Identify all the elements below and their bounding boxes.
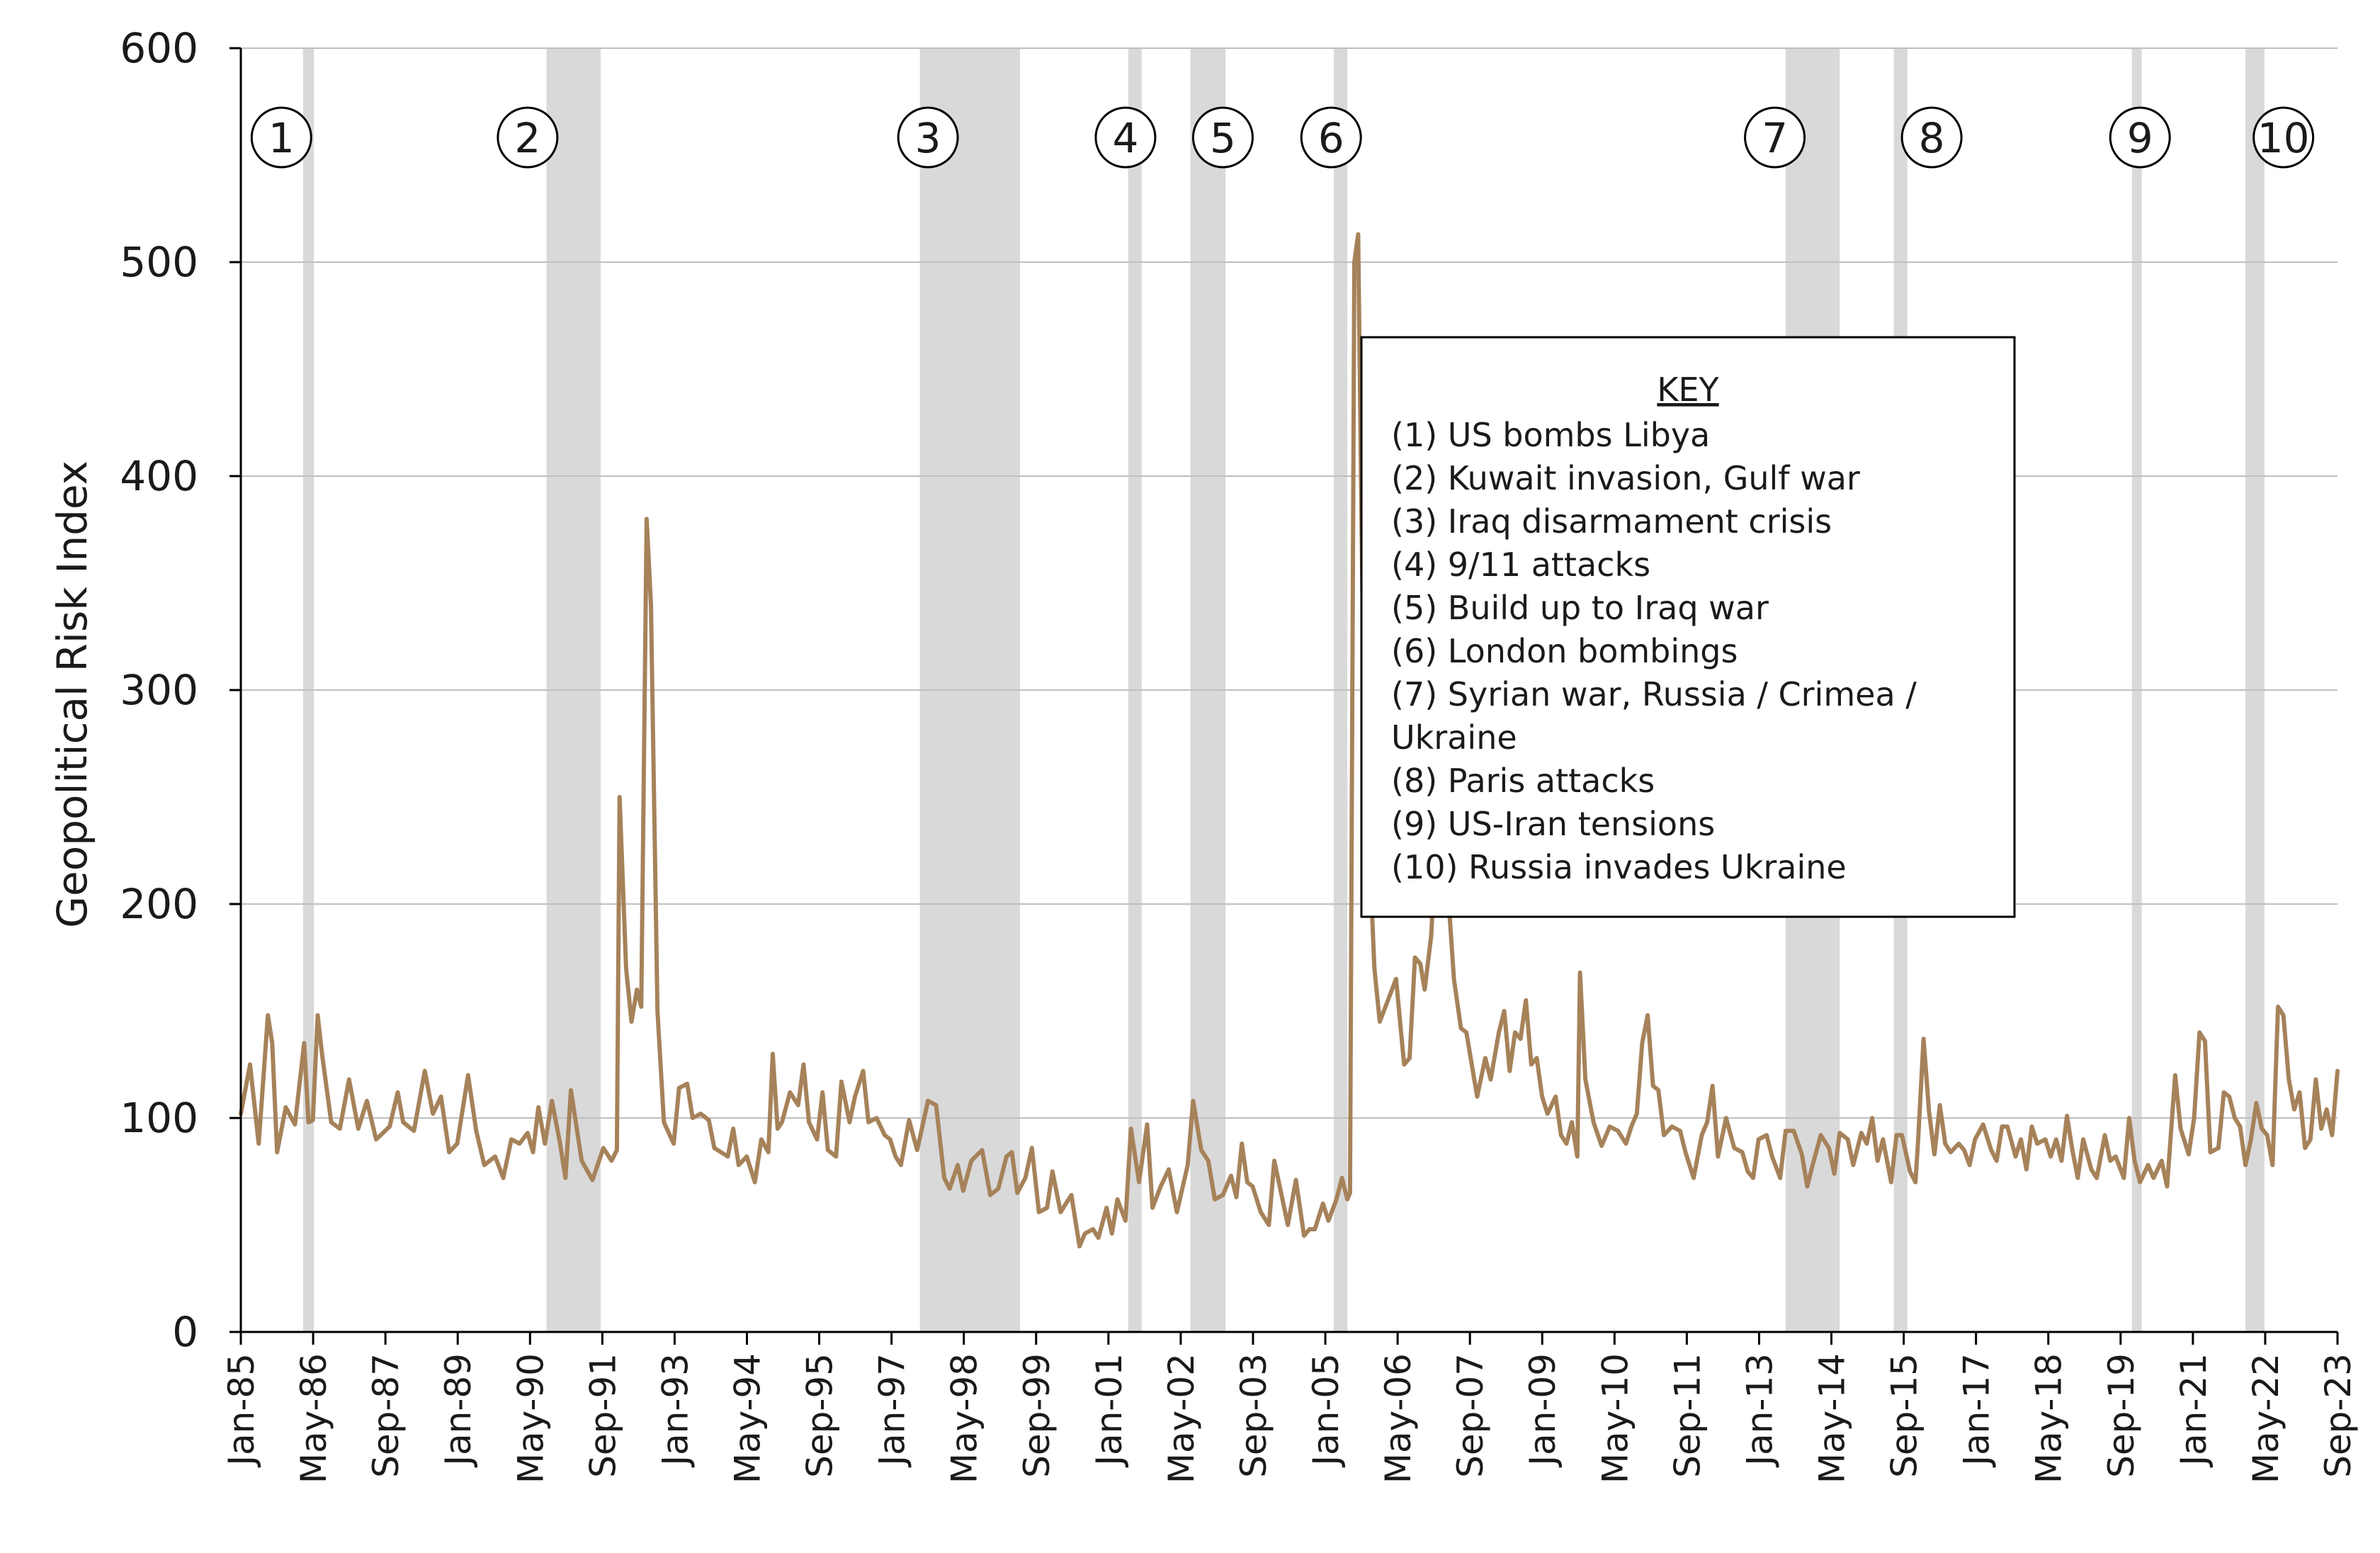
event-labels: 1 2 3 4 5 6 7 8 9 10 xyxy=(250,106,2315,169)
y-tick-label: 0 xyxy=(172,1308,198,1356)
event-marker-1: 1 xyxy=(250,106,312,169)
axes xyxy=(239,48,2338,1333)
event-marker-9: 9 xyxy=(2109,106,2171,169)
x-tick-label: Jan-89 xyxy=(438,1353,479,1468)
event-number: 8 xyxy=(1919,114,1945,162)
event-circle xyxy=(2109,106,2171,169)
key-line: (9) US-Iran tensions xyxy=(1391,805,1715,843)
key-line: (7) Syrian war, Russia / Crimea / xyxy=(1391,675,1917,713)
x-tick-label: Sep-15 xyxy=(1884,1353,1925,1478)
event-number: 2 xyxy=(514,114,540,162)
x-tick-label: Sep-87 xyxy=(366,1353,407,1478)
key-line: (4) 9/11 attacks xyxy=(1391,546,1650,584)
x-tick-label: Sep-07 xyxy=(1450,1353,1491,1478)
x-tick-label: Jan-13 xyxy=(1739,1353,1780,1468)
x-tick-label: Jan-09 xyxy=(1522,1353,1563,1468)
x-tick-label: May-10 xyxy=(1594,1353,1636,1484)
event-marker-2: 2 xyxy=(497,106,559,169)
event-number: 7 xyxy=(1762,114,1788,162)
x-tick-label: May-06 xyxy=(1378,1353,1419,1484)
event-circle xyxy=(497,106,559,169)
event-number: 3 xyxy=(915,114,941,162)
key-line: (6) London bombings xyxy=(1391,632,1738,670)
y-tick-label: 100 xyxy=(120,1094,198,1142)
key-line: (2) Kuwait invasion, Gulf war xyxy=(1391,459,1860,497)
x-tick-label: Sep-99 xyxy=(1016,1353,1058,1478)
event-number: 10 xyxy=(2257,114,2310,162)
event-marker-4: 4 xyxy=(1094,106,1157,169)
x-tick-label: Sep-03 xyxy=(1233,1353,1274,1478)
x-tick-label: May-98 xyxy=(944,1353,985,1484)
event-circle xyxy=(250,106,312,169)
y-tick-label: 500 xyxy=(120,238,198,286)
x-tick-label: May-02 xyxy=(1161,1353,1202,1484)
event-marker-7: 7 xyxy=(1744,106,1806,169)
key-line: Ukraine xyxy=(1391,718,1517,757)
event-circle xyxy=(1191,106,1254,169)
x-tick-label: Sep-95 xyxy=(800,1353,841,1478)
x-tick-label: Jan-21 xyxy=(2173,1353,2214,1468)
event-number: 6 xyxy=(1318,114,1344,162)
key-line: (1) US bombs Libya xyxy=(1391,416,1710,454)
event-number: 4 xyxy=(1112,114,1138,162)
x-tick-label: May-22 xyxy=(2245,1353,2286,1484)
key-line: (8) Paris attacks xyxy=(1391,762,1655,800)
x-tick-labels: Jan-85 May-86 Sep-87 Jan-89 May-90 Sep-91 Jan-… xyxy=(221,1332,2359,1484)
x-tick-label: Jan-97 xyxy=(872,1353,913,1468)
x-tick-label: Sep-19 xyxy=(2101,1353,2142,1478)
key-legend: KEY (1) US bombs Libya (2) Kuwait invasio… xyxy=(1360,336,2016,918)
event-marker-6: 6 xyxy=(1300,106,1362,169)
event-number: 5 xyxy=(1210,114,1236,162)
x-tick-label: Sep-91 xyxy=(582,1353,623,1478)
key-line: (5) Build up to Iraq war xyxy=(1391,589,1769,627)
event-number: 9 xyxy=(2127,114,2153,162)
x-tick-label: Jan-93 xyxy=(654,1353,696,1468)
y-tick-label: 200 xyxy=(120,880,198,928)
x-tick-label: Jan-05 xyxy=(1305,1353,1347,1468)
event-marker-10: 10 xyxy=(2252,106,2315,169)
x-tick-label: Jan-85 xyxy=(221,1353,262,1468)
event-marker-5: 5 xyxy=(1191,106,1254,169)
y-tick-labels: 0 100 200 300 400 500 600 xyxy=(120,24,198,1356)
x-tick-label: May-14 xyxy=(1812,1353,1853,1484)
key-title: KEY xyxy=(1657,371,1719,409)
y-tick-label: 600 xyxy=(120,24,198,72)
x-tick-label: May-18 xyxy=(2029,1353,2070,1484)
event-circle xyxy=(897,106,959,169)
x-tick-label: Sep-23 xyxy=(2318,1353,2359,1478)
event-circle xyxy=(1094,106,1157,169)
y-axis-title: Geopolitical Risk Index xyxy=(48,461,96,928)
event-number: 1 xyxy=(268,114,295,162)
y-tick-label: 400 xyxy=(120,452,198,500)
event-circle xyxy=(1300,106,1362,169)
x-tick-label: May-90 xyxy=(510,1353,551,1484)
event-circle xyxy=(1744,106,1806,169)
event-marker-3: 3 xyxy=(897,106,959,169)
key-box xyxy=(1360,336,2016,918)
event-circle xyxy=(2252,106,2315,169)
x-tick-label: Jan-17 xyxy=(1956,1353,1998,1468)
event-marker-8: 8 xyxy=(1900,106,1963,169)
x-tick-label: Sep-11 xyxy=(1667,1353,1708,1478)
x-tick-label: May-94 xyxy=(727,1353,768,1484)
x-tick-label: May-86 xyxy=(293,1353,334,1484)
key-line: (10) Russia invades Ukraine xyxy=(1391,848,1847,886)
event-circle xyxy=(1900,106,1963,169)
key-lines: (1) US bombs Libya (2) Kuwait invasion, G… xyxy=(1391,416,1917,886)
x-tick-label: Jan-01 xyxy=(1089,1353,1130,1468)
y-tick-label: 300 xyxy=(120,666,198,714)
key-line: (3) Iraq disarmament crisis xyxy=(1391,502,1832,541)
